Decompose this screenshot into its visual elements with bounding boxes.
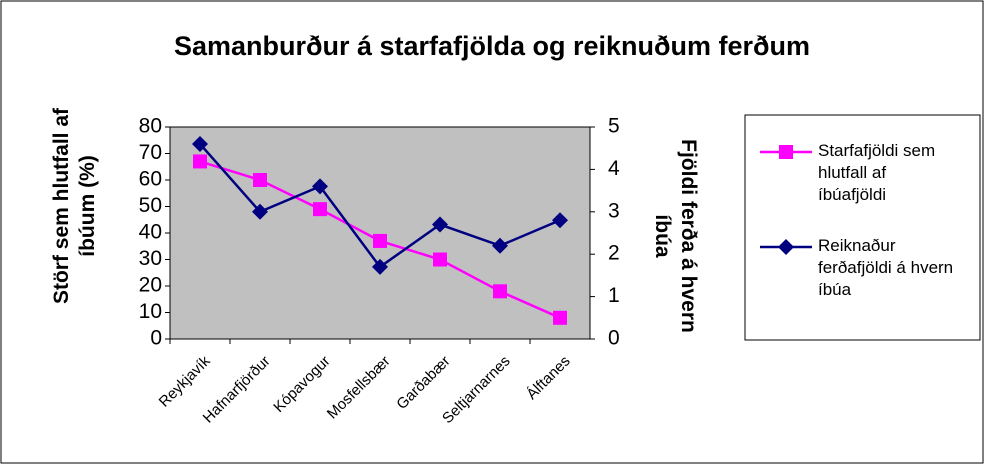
marker — [492, 237, 508, 254]
legend-label: Starfafjöldi sem hlutfall af íbúafjöldi — [818, 141, 936, 204]
y2-tick-label: 5 — [608, 115, 620, 138]
marker — [553, 310, 567, 325]
y2-tick-label: 1 — [608, 284, 620, 307]
y-tick-label: 10 — [139, 300, 162, 323]
marker — [552, 212, 568, 229]
y2-tick-label: 2 — [608, 242, 620, 265]
marker — [252, 203, 268, 220]
y-tick-label: 60 — [139, 168, 162, 191]
y-tick-label: 0 — [150, 327, 162, 350]
y-tick-label: 40 — [139, 221, 162, 244]
marker — [192, 135, 208, 152]
marker — [312, 178, 328, 195]
y-axis-title: Störf sem hlutfall af íbúum (%) — [50, 107, 99, 305]
y2-axis-title: Fjöldi ferða á hvern íbúa — [651, 139, 700, 333]
marker — [433, 252, 447, 267]
marker — [372, 258, 388, 275]
y-tick-label: 20 — [139, 274, 162, 297]
chart-title: Samanburður á starfafjölda og reiknuðum … — [174, 31, 810, 61]
marker — [313, 202, 327, 217]
marker — [432, 216, 448, 233]
y2-tick-label: 4 — [608, 157, 620, 180]
y-tick-label: 30 — [139, 247, 162, 270]
y2-tick-label: 3 — [608, 199, 620, 222]
legend-label: Reiknaður ferðafjöldi á hvern íbúa — [818, 236, 954, 299]
legend-marker — [779, 145, 793, 159]
y2-tick-label: 0 — [608, 327, 620, 350]
marker — [373, 233, 387, 248]
y-tick-label: 70 — [139, 141, 162, 164]
marker — [193, 154, 207, 169]
y-tick-label: 80 — [139, 115, 162, 138]
marker — [493, 284, 507, 299]
marker — [253, 173, 267, 187]
legend-marker — [778, 239, 794, 255]
plot-area — [169, 126, 591, 340]
y-tick-label: 50 — [139, 194, 162, 217]
